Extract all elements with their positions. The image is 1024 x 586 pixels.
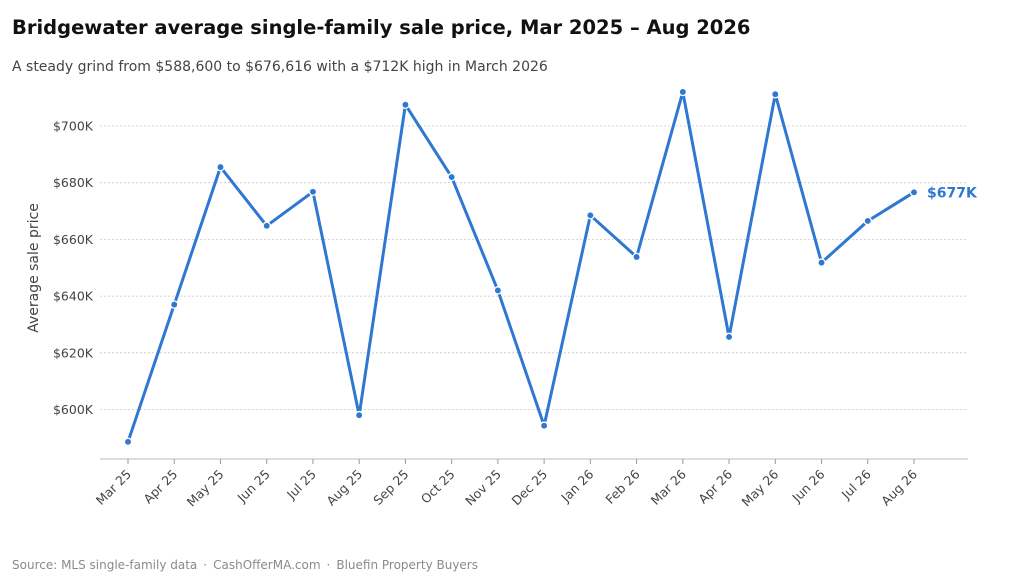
data-point [678, 87, 688, 97]
x-tick-label: Mar 26 [648, 466, 689, 507]
data-point [123, 437, 133, 447]
x-tick-label: Apr 26 [695, 466, 735, 506]
x-tick-label: Jul 25 [283, 467, 319, 503]
data-point [262, 221, 271, 231]
data-points [123, 87, 919, 447]
data-point [401, 100, 410, 109]
footer-site: CashOfferMA.com [213, 558, 321, 572]
x-tick-label: Aug 26 [878, 466, 920, 508]
page-subtitle: A steady grind from $588,600 to $676,616… [12, 59, 548, 75]
x-tick-label: Jun 26 [788, 466, 827, 505]
footer-brand: Bluefin Property Buyers [336, 558, 478, 572]
data-point [354, 410, 364, 420]
data-point [169, 300, 179, 309]
data-point [817, 258, 826, 267]
y-tick-label: $660K [53, 232, 94, 247]
y-tick-label: $640K [53, 289, 94, 304]
data-point [771, 89, 780, 99]
x-ticks: Mar 25 Apr 25 May 25 Jun 25 Jul 25 Aug 25 Sep … [93, 459, 920, 509]
data-point [724, 332, 734, 342]
y-tick-label: $680K [53, 175, 94, 190]
y-tick-label: $600K [53, 402, 94, 417]
data-point [447, 172, 456, 182]
x-tick-label: Jun 25 [234, 467, 273, 506]
x-tick-label: Sep 25 [370, 467, 411, 508]
data-point [863, 216, 873, 226]
y-axis-label: Average sale price [26, 203, 42, 333]
x-tick-label: May 25 [184, 467, 227, 510]
x-tick-label: Nov 25 [462, 467, 504, 509]
x-tick-label: Feb 26 [602, 466, 642, 506]
data-point [909, 188, 919, 197]
data-point [632, 252, 641, 262]
x-tick-label: Aug 25 [323, 467, 365, 509]
data-point [493, 286, 503, 295]
y-tick-label: $620K [53, 345, 94, 360]
x-tick-label: Jul 26 [838, 466, 874, 502]
footer-separator: · [203, 558, 208, 572]
x-tick-label: May 26 [738, 466, 781, 509]
data-point [308, 187, 318, 197]
x-tick-label: Mar 25 [93, 467, 134, 508]
y-tick-labels: $600K $620K $640K $660K $680K $700K [53, 119, 94, 418]
x-tick-label: Jan 26 [557, 466, 596, 505]
x-tick-label: Apr 25 [140, 467, 180, 507]
page-title: Bridgewater average single-family sale p… [12, 16, 751, 39]
footer-source: Source: MLS single-family data [12, 558, 198, 572]
gridlines [100, 125, 968, 410]
footer: Source: MLS single-family data · CashOffer… [12, 558, 478, 572]
data-point [586, 211, 595, 220]
data-point [216, 162, 225, 172]
y-tick-label: $700K [53, 119, 94, 134]
series-line [126, 90, 916, 444]
footer-separator: · [326, 558, 331, 572]
x-tick-label: Dec 25 [508, 467, 550, 509]
data-point [539, 421, 549, 430]
end-value-label: $677K [927, 185, 978, 201]
x-tick-label: Oct 25 [418, 467, 458, 507]
